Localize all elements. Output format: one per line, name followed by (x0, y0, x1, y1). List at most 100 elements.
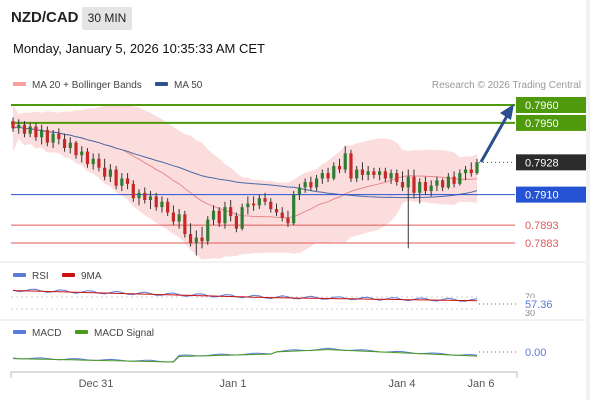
rsi-value-bg (522, 298, 562, 310)
candle-body-46 (274, 208, 279, 213)
candle-body-71 (418, 182, 422, 193)
time-axis: Dec 31 Jan 1 Jan 4 Jan 6 (10, 371, 518, 390)
legend-rsi-label: RSI (32, 271, 49, 282)
candle-body-14 (91, 158, 95, 165)
datetime-label: Monday, January 5, 2026 10:35:33 AM CET (13, 41, 265, 56)
ma50-line (12, 125, 478, 199)
candle-body-81 (475, 162, 479, 174)
legend-swatch-ma50 (155, 82, 168, 87)
candle-body-5 (40, 130, 44, 138)
candle-body-62 (366, 171, 370, 175)
key-levels-layer: 0.7960 0.7950 0.7910 0.7893 0.7883 0.7928 (11, 97, 586, 250)
candle-body-26 (160, 201, 164, 208)
candle-body-77 (452, 176, 456, 184)
x-tick-label-2: Jan 4 (389, 378, 416, 390)
legend-ma20-label: MA 20 + Bollinger Bands (32, 80, 142, 91)
candle-body-66 (389, 173, 393, 179)
candle-body-68 (400, 182, 405, 188)
candle-body-28 (171, 212, 175, 222)
candle-body-39 (234, 216, 239, 229)
pair-title: NZD/CAD (11, 9, 79, 26)
candle-body-44 (263, 198, 267, 202)
right-edge (586, 0, 590, 400)
candle-body-13 (85, 151, 90, 165)
candle-body-12 (80, 151, 84, 156)
candle-body-58 (343, 153, 347, 170)
candle-body-70 (412, 176, 416, 193)
x-tick-label-3: Jan 6 (468, 378, 495, 390)
candle-body-22 (137, 192, 141, 199)
candle-body-49 (292, 194, 296, 224)
candle-body-50 (297, 187, 302, 195)
macd-value: 0.00 (525, 347, 546, 359)
candle-body-6 (45, 130, 49, 143)
macd-signal-line (12, 349, 478, 363)
candle-body-79 (463, 169, 468, 174)
candle-body-0 (11, 121, 15, 129)
legend-rsi: RSI (13, 271, 49, 282)
candle-body-23 (143, 192, 147, 200)
candle-body-36 (217, 210, 221, 224)
legend-swatch-macd (13, 330, 26, 335)
candle-body-55 (326, 173, 330, 179)
level-label-0.7910: 0.7910 (525, 190, 559, 202)
rsi-tick-70: 70 (525, 292, 535, 302)
candle-body-32 (194, 237, 198, 243)
candle-body-31 (188, 234, 193, 243)
candle-body-80 (469, 169, 473, 174)
candle-body-54 (320, 173, 324, 179)
candle-body-67 (395, 173, 399, 183)
bollinger-band (13, 103, 477, 260)
candle-body-7 (51, 133, 55, 143)
candle-body-34 (206, 219, 210, 242)
candle-body-16 (103, 167, 107, 177)
candle-body-78 (458, 173, 462, 184)
legend-ma20-bb: MA 20 + Bollinger Bands (13, 80, 142, 91)
candle-body-41 (246, 203, 250, 208)
level-box-0.7960 (516, 97, 586, 113)
candlestick-layer (11, 117, 479, 256)
legend-macd-label: MACD (32, 328, 62, 339)
candle-body-43 (257, 198, 261, 206)
candle-body-51 (303, 182, 307, 188)
legend-swatch-macd-signal (75, 330, 88, 335)
current-price-box (516, 154, 586, 171)
candle-body-4 (34, 126, 38, 138)
legend-macd-signal-label: MACD Signal (94, 328, 155, 339)
candle-body-73 (429, 185, 433, 192)
legend-ma50: MA 50 (155, 80, 202, 91)
candle-body-69 (406, 176, 410, 188)
candle-body-38 (229, 207, 233, 217)
legend-swatch-rsi (13, 273, 26, 278)
candle-body-1 (17, 124, 21, 129)
candle-body-63 (372, 171, 376, 175)
candle-body-25 (154, 196, 158, 208)
candle-body-20 (125, 178, 130, 184)
candle-body-53 (315, 178, 319, 188)
x-tick-label-1: Jan 1 (220, 378, 247, 390)
candle-body-21 (131, 183, 135, 199)
candle-body-57 (337, 165, 342, 170)
forecast-arrow-head (500, 104, 514, 120)
candle-body-17 (108, 169, 112, 177)
candle-body-35 (211, 210, 216, 220)
candle-body-59 (349, 153, 353, 179)
candle-body-56 (332, 165, 336, 179)
candle-body-30 (183, 214, 187, 235)
candle-body-24 (148, 196, 153, 200)
candle-body-3 (28, 126, 32, 134)
x-tick-label-0: Dec 31 (79, 378, 114, 390)
candle-body-8 (57, 133, 61, 140)
rsi-value: 57.36 (525, 299, 553, 311)
candle-body-15 (97, 158, 101, 168)
level-label-0.7893: 0.7893 (525, 220, 559, 232)
candle-body-2 (22, 124, 27, 134)
legend-rsi-ma-label: 9MA (81, 271, 102, 282)
level-box-0.7950 (516, 114, 586, 131)
candle-body-37 (223, 207, 227, 224)
legend-swatch-ma20 (13, 82, 26, 87)
timeframe-badge[interactable]: 30 MIN (82, 7, 132, 30)
level-label-0.7960: 0.7960 (525, 100, 559, 112)
candle-body-60 (355, 169, 359, 179)
